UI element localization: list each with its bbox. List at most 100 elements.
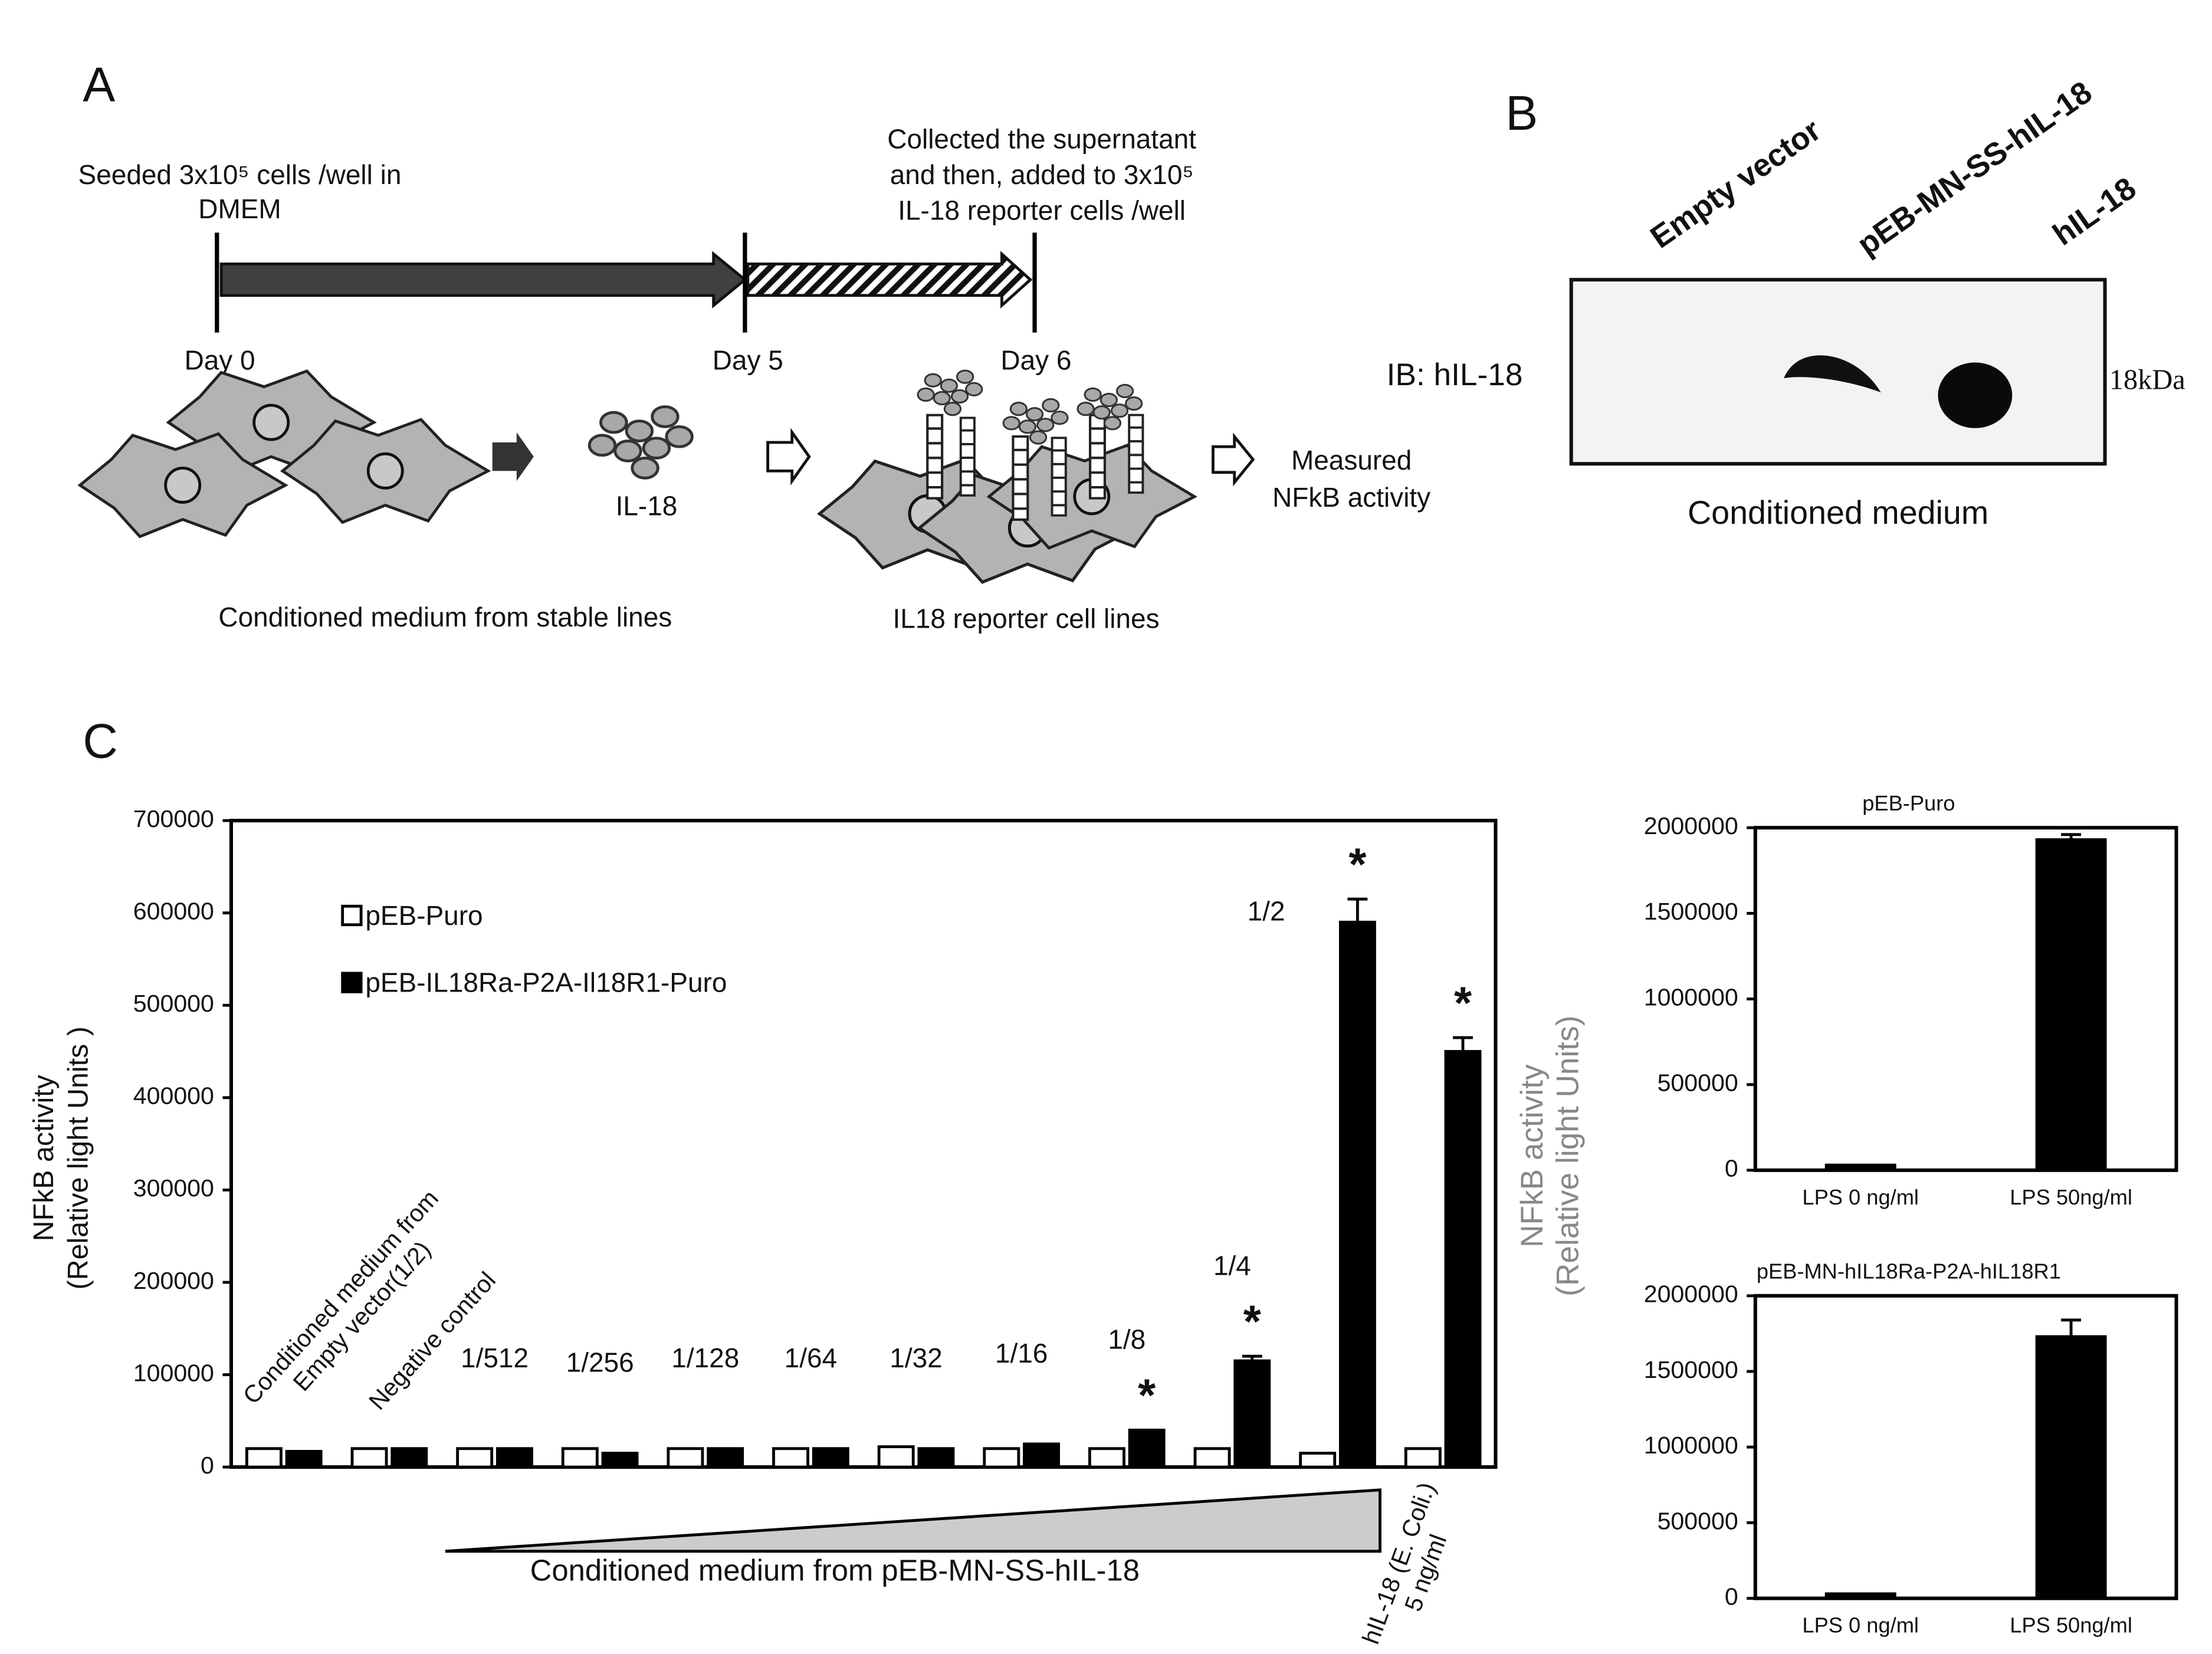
y-tick-label: 500000 — [133, 990, 214, 1017]
step-text: IL-18 reporter cells /well — [898, 195, 1186, 226]
y-axis-label: (Relative light Units) — [1550, 1016, 1585, 1297]
panel-label: B — [1505, 87, 1538, 140]
bar — [1088, 1447, 1125, 1469]
y-tick-label: 2000000 — [1644, 1281, 1738, 1308]
y-tick-label: 0 — [1725, 1155, 1738, 1182]
y-tick-label: 500000 — [1658, 1069, 1738, 1097]
blot — [1569, 278, 2107, 466]
bar — [1128, 1429, 1166, 1469]
significance-mark: * — [1348, 839, 1367, 890]
significance-mark: * — [1138, 1370, 1156, 1421]
y-tick-label: 300000 — [133, 1174, 214, 1202]
timeline-arrow — [219, 251, 747, 309]
arrow — [766, 428, 811, 485]
bar — [495, 1447, 533, 1469]
bar — [1023, 1442, 1060, 1469]
y-axis-label: NFkB activity — [1515, 1064, 1550, 1248]
y-tick-label: 700000 — [133, 805, 214, 832]
x-tick-label: LPS 0 ng/ml — [1802, 1613, 1919, 1637]
x-tick-label: LPS 50ng/ml — [2010, 1185, 2132, 1209]
panel-label: C — [83, 715, 117, 769]
bar — [1824, 1163, 1896, 1172]
x-tick-label: 1/16 — [995, 1338, 1048, 1369]
bar — [1338, 920, 1376, 1469]
y-axis-label: (Relative light Units ) — [62, 1026, 94, 1289]
receptor — [927, 415, 942, 498]
bar — [1233, 1359, 1271, 1469]
plot-frame — [229, 819, 1498, 1469]
significance-mark: * — [1243, 1296, 1262, 1347]
lane-label: hIL-18 — [2047, 171, 2142, 252]
y-tick-label: 200000 — [133, 1267, 214, 1294]
bar — [285, 1450, 323, 1469]
blot-caption: Conditioned medium — [1688, 494, 1988, 531]
x-tick-label: Conditioned medium from Empty vector(1/2… — [238, 1184, 444, 1410]
bar — [917, 1447, 955, 1469]
il18-label: IL-18 — [616, 490, 678, 521]
timeline-arrow — [746, 251, 1033, 309]
bar — [1299, 1452, 1337, 1469]
y-tick-label: 0 — [201, 1452, 214, 1479]
y-axis-label: NFkB activity — [28, 1074, 60, 1241]
receptor — [1129, 415, 1143, 493]
step-text: Seeded 3x10⁵ cells /well in — [78, 159, 402, 190]
bar — [561, 1447, 599, 1469]
y-tick-label: 500000 — [1658, 1507, 1738, 1534]
y-tick-label: 1500000 — [1644, 1356, 1738, 1383]
marker-label: 18kDa — [2109, 364, 2185, 395]
x-tick-label: 1/2 — [1248, 896, 1285, 927]
bar — [2035, 838, 2107, 1172]
x-tick-label: 1/256 — [566, 1347, 634, 1378]
x-tick-label: 1/32 — [890, 1343, 942, 1373]
caption: IL18 reporter cell lines — [892, 603, 1159, 634]
result-text: Measured — [1291, 445, 1412, 475]
receptor — [1090, 415, 1105, 498]
day-label: Day 5 — [713, 345, 783, 376]
arrow — [1212, 432, 1255, 487]
bar — [812, 1447, 849, 1469]
antibody-label: IB: hIL-18 — [1387, 357, 1523, 392]
x-tick-label: LPS 50ng/ml — [2010, 1613, 2132, 1637]
plot-frame — [1753, 826, 2178, 1172]
il18-protein — [917, 369, 983, 416]
chart-title: pEB-MN-hIL18Ra-P2A-hIL18R1 — [1757, 1259, 2061, 1284]
step-text: Collected the supernatant — [887, 124, 1196, 155]
day-label: Day 6 — [1000, 345, 1071, 376]
bar — [1404, 1447, 1442, 1469]
bar — [2035, 1335, 2107, 1600]
bar — [1444, 1050, 1482, 1469]
bar — [390, 1447, 428, 1469]
day-label: Day 0 — [185, 345, 255, 376]
legend-label: pEB-Puro — [365, 900, 483, 931]
bar — [350, 1447, 388, 1469]
legend-label: pEB-IL18Ra-P2A-Il18R1-Puro — [365, 967, 727, 997]
y-tick-label: 400000 — [133, 1082, 214, 1110]
panel-label: A — [83, 58, 115, 112]
step-text: and then, added to 3x10⁵ — [890, 159, 1194, 190]
y-tick-label: 100000 — [133, 1359, 214, 1386]
bar — [1193, 1447, 1231, 1469]
y-tick-label: 1000000 — [1644, 983, 1738, 1010]
arrow — [492, 432, 534, 481]
x-tick-label: 1/128 — [671, 1343, 739, 1373]
blot-band — [1784, 355, 1881, 393]
receptor — [961, 418, 974, 495]
lane-label: Empty vector — [1645, 113, 1827, 255]
x-axis-label: Conditioned medium from pEB-MN-SS-hIL-18 — [530, 1554, 1140, 1587]
caption: Conditioned medium from stable lines — [218, 602, 672, 632]
bar — [772, 1447, 809, 1469]
result-text: NFkB activity — [1272, 482, 1430, 513]
bar — [1824, 1592, 1896, 1600]
bar — [983, 1447, 1020, 1469]
y-tick-label: 600000 — [133, 898, 214, 925]
x-tick-label: 1/8 — [1108, 1324, 1146, 1355]
legend-swatch — [341, 972, 363, 993]
bar — [245, 1447, 283, 1469]
x-tick-label: LPS 0 ng/ml — [1802, 1185, 1919, 1209]
x-tick-label: 1/512 — [461, 1343, 529, 1373]
legend-swatch — [341, 904, 363, 927]
gradient-triangle — [445, 1488, 1381, 1553]
y-tick-label: 1000000 — [1644, 1432, 1738, 1459]
blot-band — [1938, 362, 2013, 428]
